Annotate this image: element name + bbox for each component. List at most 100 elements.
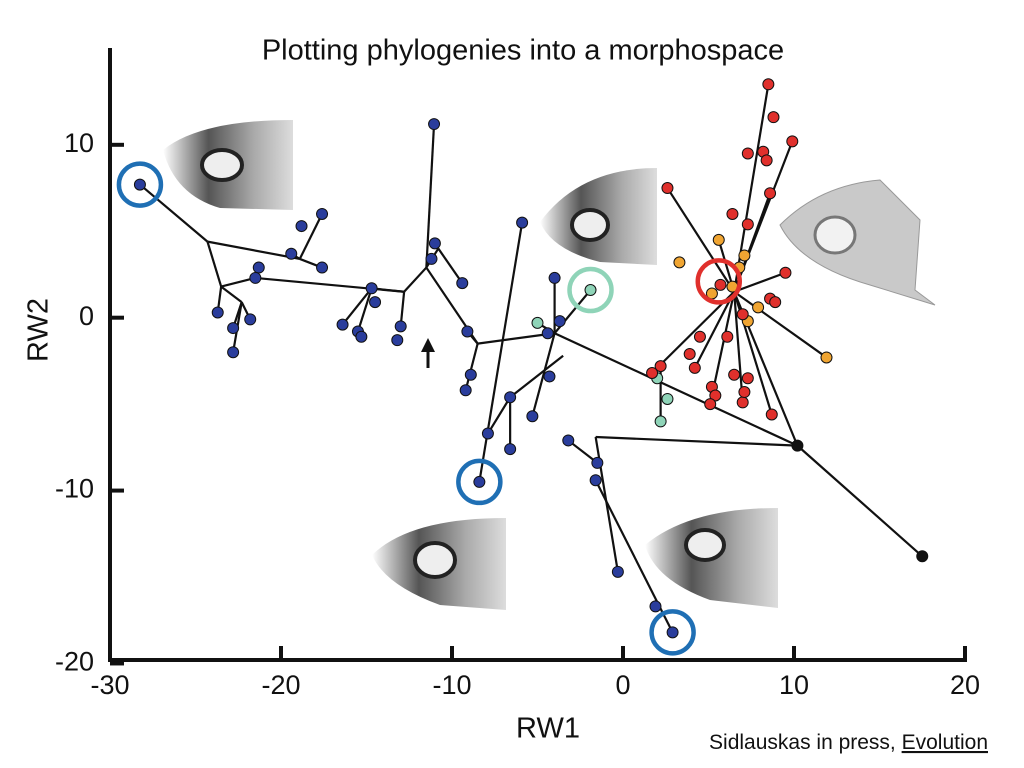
x-tick-label: -30	[90, 670, 129, 700]
fish-image	[163, 120, 293, 210]
point	[428, 118, 441, 131]
x-tick-label: 10	[779, 670, 809, 700]
branch	[477, 332, 555, 345]
point	[661, 182, 674, 195]
point	[738, 249, 751, 262]
point	[541, 327, 554, 340]
point	[673, 256, 686, 269]
fish-image	[779, 179, 936, 306]
branch	[595, 435, 798, 447]
y-tick-label: 0	[79, 301, 94, 331]
point	[661, 392, 674, 405]
y-tick-label: -10	[55, 474, 94, 504]
branch	[531, 332, 556, 417]
point	[738, 386, 751, 399]
branch	[733, 84, 770, 292]
point	[591, 456, 604, 469]
branch	[666, 187, 736, 293]
point	[589, 474, 602, 487]
point	[227, 322, 240, 335]
point	[425, 252, 438, 265]
point	[693, 330, 706, 343]
point	[767, 111, 780, 124]
point	[531, 316, 544, 329]
point	[728, 368, 741, 381]
point	[779, 266, 792, 279]
branch	[733, 271, 786, 293]
point	[365, 282, 378, 295]
branch	[139, 183, 209, 243]
branch	[207, 240, 301, 260]
highlight-ring	[456, 458, 503, 506]
point	[526, 410, 539, 423]
point	[714, 278, 727, 291]
branch	[554, 332, 798, 447]
point	[504, 443, 517, 456]
branch	[341, 287, 373, 326]
point	[473, 475, 486, 488]
point	[249, 271, 262, 284]
point	[683, 348, 696, 360]
y-axis-label: RW2	[23, 298, 55, 362]
point	[646, 367, 659, 380]
branch	[298, 213, 324, 260]
y-tick-label: 10	[64, 128, 94, 158]
x-tick-label: -20	[261, 670, 300, 700]
point	[786, 135, 799, 148]
point	[769, 296, 782, 309]
point	[762, 78, 775, 91]
point	[461, 325, 474, 338]
point	[244, 313, 257, 326]
point	[252, 261, 265, 274]
point	[504, 391, 517, 404]
point	[654, 360, 667, 373]
point	[760, 154, 773, 167]
point	[211, 306, 224, 319]
point	[516, 216, 529, 229]
point	[736, 308, 749, 321]
point	[369, 296, 382, 309]
x-tick-label: 20	[950, 670, 980, 700]
point	[736, 396, 749, 409]
branch	[403, 266, 428, 293]
point	[726, 207, 739, 220]
point	[336, 318, 349, 331]
citation-journal: Evolution	[902, 731, 988, 754]
point	[133, 178, 146, 191]
point	[355, 330, 368, 343]
point	[459, 384, 472, 397]
point	[543, 370, 556, 383]
point	[481, 427, 494, 440]
point	[295, 220, 308, 233]
highlight-ring	[649, 609, 696, 656]
chart-title: Plotting phylogenies into a morphospace	[262, 35, 784, 67]
x-axis-label: RW1	[516, 713, 580, 745]
point	[712, 233, 725, 246]
point	[649, 600, 662, 613]
point	[553, 315, 566, 328]
point	[394, 320, 407, 333]
point	[764, 187, 777, 200]
point	[428, 237, 441, 250]
point	[688, 361, 701, 374]
point	[741, 218, 754, 231]
branch	[693, 291, 736, 369]
point	[456, 277, 469, 290]
branch	[796, 444, 923, 558]
point	[316, 207, 329, 220]
citation-text: Sidlauskas in press,	[709, 731, 902, 754]
branch	[509, 354, 564, 399]
branch	[425, 124, 436, 268]
x-tick-label: 0	[615, 670, 630, 700]
y-tick-label: -20	[55, 647, 94, 677]
branch	[356, 287, 373, 332]
point	[765, 408, 778, 421]
point	[584, 284, 597, 297]
point	[611, 565, 624, 578]
point	[285, 247, 298, 260]
point	[548, 271, 561, 284]
branch	[733, 290, 828, 359]
branch	[733, 291, 744, 403]
point	[916, 550, 929, 563]
